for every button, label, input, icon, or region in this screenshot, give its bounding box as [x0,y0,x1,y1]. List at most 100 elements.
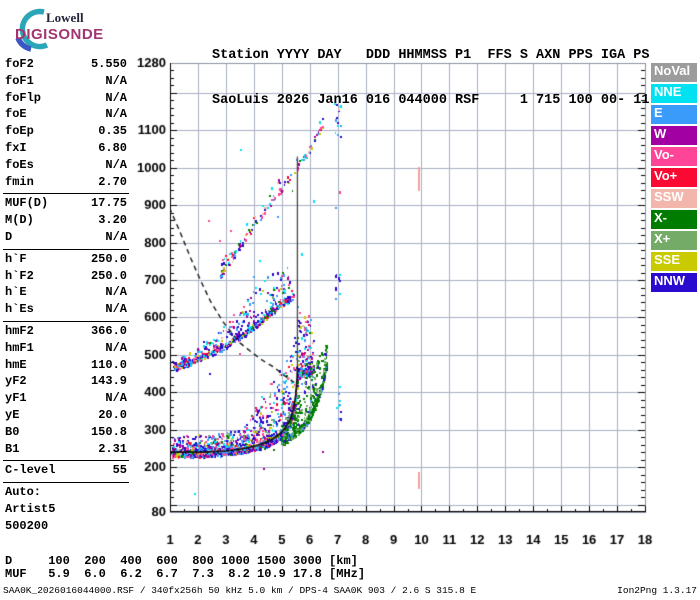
param-label: B1 [5,441,20,456]
param-row-foEp: foEp 0.35 [3,124,129,141]
param-value: N/A [105,107,127,122]
param-row-500200: 500200 [3,519,129,536]
param-value: 5.550 [90,57,127,71]
param-row-hmF1: hmF1 N/A [3,341,129,358]
param-label: M(D) [5,213,34,228]
param-row-foE: foE N/A [3,107,129,124]
param-value: 366.0 [90,323,127,338]
logo-arc-icon [15,8,49,52]
param-label: MUF(D) [5,196,49,211]
legend-item-SSE: SSE [651,252,697,271]
param-row-B0: B0 150.8 [3,425,129,442]
param-value: N/A [105,340,127,355]
param-separator [3,193,129,195]
legend-item-SSW: SSW [651,189,697,208]
param-label: foF2 [5,57,34,71]
param-label: hmE [5,357,27,372]
param-label: fmin [5,174,34,189]
param-label: h`F [5,251,27,266]
param-value: N/A [105,90,127,105]
legend-item-E: E [651,105,697,124]
param-label: Auto: [5,485,42,500]
param-value: N/A [105,73,127,88]
param-separator [3,482,129,484]
param-value: 3.20 [98,213,127,228]
param-value: N/A [105,391,127,406]
param-label: yF1 [5,391,27,406]
param-row-MD: M(D) 3.20 [3,213,129,230]
param-row-yF2: yF2 143.9 [3,374,129,391]
param-separator [3,248,129,250]
param-value: N/A [105,229,127,244]
param-row-fxI: fxI 6.80 [3,141,129,158]
param-row-Artist5: Artist5 [3,502,129,519]
param-value: 250.0 [90,268,127,283]
param-label: foF1 [5,73,34,88]
param-row-hE: h`E N/A [3,285,129,302]
param-value: 0.35 [98,124,127,139]
param-value: 2.31 [98,441,127,456]
param-label: hmF1 [5,340,34,355]
param-value: 17.75 [90,196,127,211]
param-value: 2.70 [98,174,127,189]
logo-lowell-text: Lowell [46,10,84,25]
parameter-panel: foF2 5.550 foF1 N/A foFlp N/A foE N/A foEp 0.35 fx… [3,57,129,536]
param-label: foEp [5,124,34,139]
param-label: h`F2 [5,268,34,283]
param-value: 150.8 [90,424,127,439]
status-program-version: Ion2Png 1.3.17 [617,585,697,596]
param-label: D [5,229,13,244]
param-row-foF1: foF1 N/A [3,74,129,91]
legend-item-NNE: NNE [651,84,697,103]
status-bar: SAA0K_2026016044000.RSF / 340fx256h 50 k… [3,585,697,596]
param-label: foFlp [5,90,42,105]
param-value: N/A [105,302,127,317]
param-row-yE: yE 20.0 [3,408,129,425]
param-value: 143.9 [90,374,127,389]
param-value: 110.0 [90,357,127,372]
param-label: h`E [5,285,27,300]
param-label: B0 [5,424,20,439]
param-row-hEs: h`Es N/A [3,302,129,319]
legend-item-Vo: Vo- [651,147,697,166]
param-separator [3,320,129,322]
station-header: Station YYYY DAY DDD HHMMSS P1 FFS S AXN… [212,18,649,138]
legend-item-NoVal: NoVal [651,63,697,82]
param-label: fxI [5,140,27,155]
header-line-values: SaoLuis 2026 Jan16 016 044000 RSF 1 715 … [212,93,650,108]
param-row-hmF2: hmF2 366.0 [3,324,129,341]
legend-item-W: W [651,126,697,145]
legend-item-X: X- [651,210,697,229]
param-label: C-level [5,463,56,478]
param-label: foE [5,107,27,122]
param-row-fmin: fmin 2.70 [3,175,129,192]
legend-item-NNW: NNW [651,273,697,292]
param-value: 20.0 [98,407,127,422]
param-row-Auto: Auto: [3,485,129,502]
param-row-foFlp: foFlp N/A [3,91,129,108]
digisonde-logo: Lowell DIGISONDE [6,4,146,52]
header-line-columns: Station YYYY DAY DDD HHMMSS P1 FFS S AXN… [212,48,650,63]
param-label: foEs [5,157,34,172]
param-value: 6.80 [98,140,127,155]
param-value: 55 [112,463,127,478]
param-row-foEs: foEs N/A [3,158,129,175]
param-row-hF2: h`F2 250.0 [3,269,129,286]
echo-type-legend: NoVal NNE E W Vo- Vo+ SSW X- X+ SSE NNW [651,63,698,294]
d-row: D 100 200 400 600 800 1000 1500 3000 [km… [5,554,358,568]
param-label: hmF2 [5,323,34,338]
param-row-hmE: hmE 110.0 [3,358,129,375]
param-label: yF2 [5,374,27,389]
param-row-yF1: yF1 N/A [3,391,129,408]
param-label: Artist5 [5,501,56,516]
param-label: 500200 [5,518,49,533]
legend-item-Vo: Vo+ [651,168,697,187]
param-row-foF2: foF2 5.550 [3,57,129,74]
param-row-B1: B1 2.31 [3,442,129,459]
param-value: N/A [105,157,127,172]
legend-item-X: X+ [651,231,697,250]
muf-row: MUF 5.9 6.0 6.2 6.7 7.3 8.2 10.9 17.8 [M… [5,567,366,581]
logo-digisonde-text: DIGISONDE [15,26,104,43]
